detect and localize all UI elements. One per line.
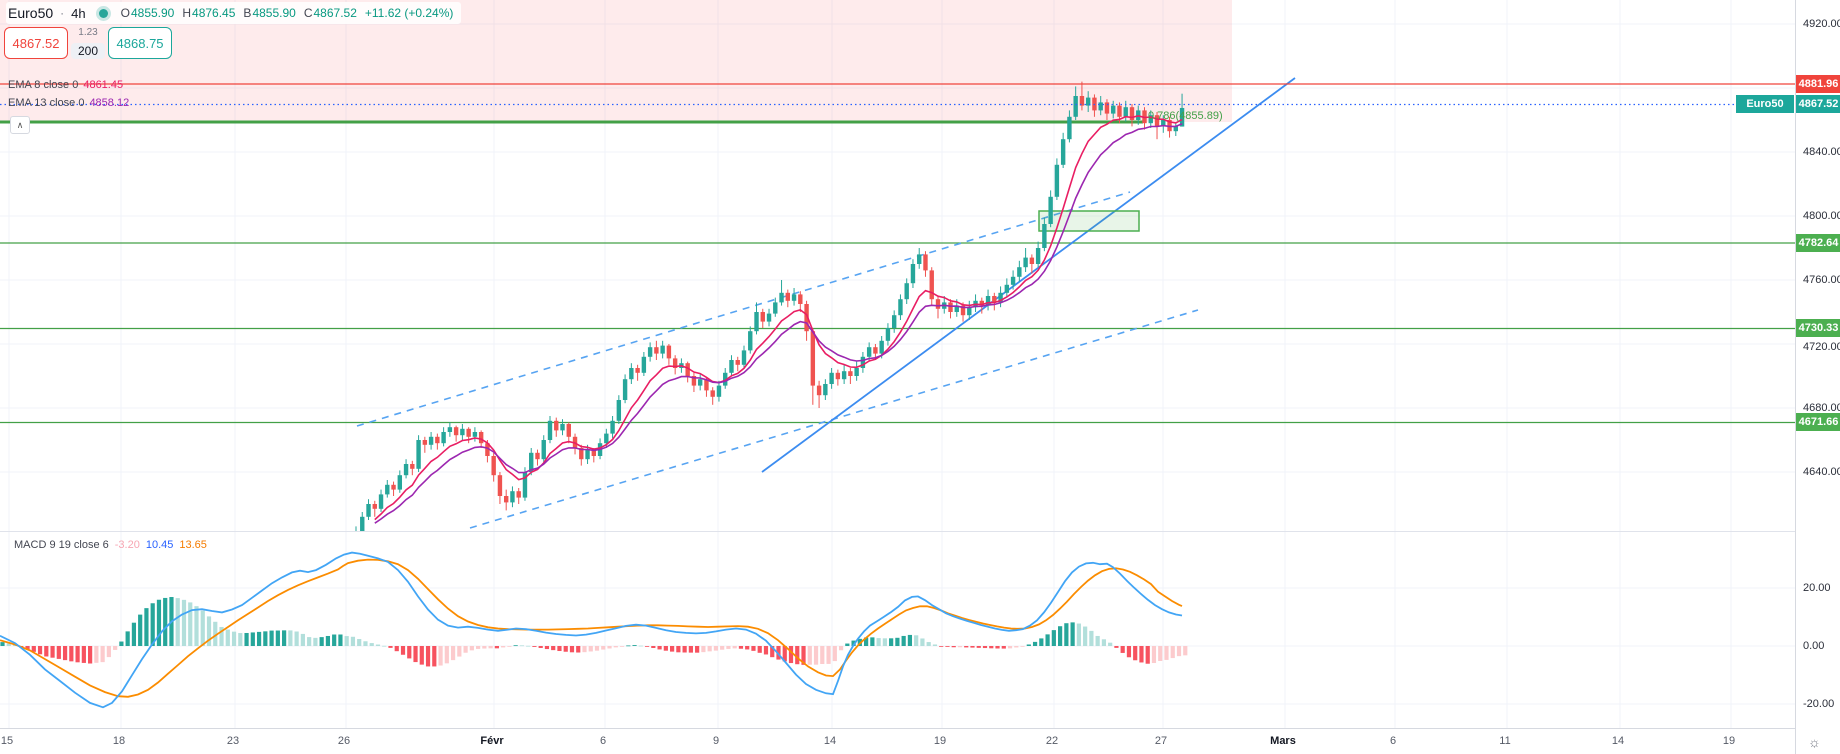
axis-tick-label: 4720.00 [1803,341,1840,353]
buy-button[interactable]: 4868.75 [108,27,173,59]
price-chip-label: 4730.33 [1796,319,1840,337]
axis-tick-label: 4920.00 [1803,18,1840,30]
price-chip-label: 4782.64 [1796,234,1840,252]
order-widget: 4867.52 1.23 200 4868.75 [4,27,173,59]
macd-grid [0,531,1795,728]
trendline-solid[interactable] [761,77,1296,473]
symbol-price-chip: Euro50 [1736,95,1794,113]
axis-tick-label: 20.00 [1803,582,1831,594]
axis-tick-label: -20.00 [1803,698,1835,710]
time-axis-label: 27 [1154,735,1168,747]
legend-separator: · [60,6,65,20]
collapse-legend-button[interactable]: ∧ [10,116,30,134]
ema8-line[interactable] [374,114,1183,521]
macd-line-value: 10.45 [145,539,174,551]
symbol-legend[interactable]: Euro50 · 4h O4855.90 H4876.45 B4855.90 C… [6,2,462,24]
change-value: +11.62 (+0.24%) [364,6,454,20]
high-value: 4876.45 [192,6,236,20]
entry-zone-box[interactable] [1038,210,1140,232]
price-grid [0,0,1795,531]
time-axis-label: Févr [480,735,504,747]
ema13-line[interactable] [374,123,1183,524]
candles-series[interactable] [354,81,1185,531]
time-axis-label: 19 [933,735,947,747]
time-axis-label: 18 [112,735,126,747]
pane-separator[interactable] [0,531,1795,532]
time-axis-label: 9 [712,735,720,747]
spread-value: 1.23 [78,27,98,38]
price-chip-label: 4671.66 [1796,413,1840,431]
market-status-icon[interactable] [98,8,108,18]
time-axis-label: 22 [1045,735,1059,747]
macd-histogram[interactable] [0,597,1188,667]
axis-tick-label: 4680.00 [1803,402,1840,414]
axis-tick-label: 4640.00 [1803,466,1840,478]
axis-tick-label: 4800.00 [1803,210,1840,222]
price-pane[interactable] [0,0,1795,531]
ema8-value: 4861.45 [83,79,124,91]
low-value: 4855.90 [252,6,296,20]
symbol-name[interactable]: Euro50 [8,5,54,21]
time-axis-label: 23 [226,735,240,747]
time-axis-label: 15 [0,735,14,747]
ema8-legend[interactable]: EMA 8 close 0 4861.45 [8,79,124,91]
axis-tick-label: 4760.00 [1803,274,1840,286]
macd-pane[interactable] [0,531,1795,728]
price-chip-label: 4881.96 [1796,75,1840,93]
macd-hist-value: -3.20 [114,539,140,551]
axis-tick-label: 0.00 [1803,640,1825,652]
time-axis-label: 6 [1389,735,1397,747]
ema13-legend[interactable]: EMA 13 close 0 4858.12 [8,97,130,109]
time-axis-label: 14 [1611,735,1625,747]
channel-upper-dashed[interactable] [356,191,1131,427]
ema13-value: 4858.12 [89,97,130,109]
axis-tick-label: 4840.00 [1803,146,1840,158]
time-axis-label: Mars [1270,735,1296,747]
macd-signal-value: 13.65 [179,539,207,551]
macd-legend[interactable]: MACD 9 19 close 6 -3.20 10.45 13.65 [14,539,207,551]
macd-main-line[interactable] [0,551,1183,709]
macd-signal-line[interactable] [0,558,1183,698]
spread-quantity: 1.23 200 [71,27,106,59]
timezone-settings-icon[interactable]: ☼ [1808,734,1821,750]
time-axis-label: 14 [823,735,837,747]
price-axis[interactable]: 4920.00 4840.00 4800.00 4760.00 4720.00 4680.… [1795,0,1840,754]
close-value: 4867.52 [313,6,357,20]
open-value: 4855.90 [130,6,175,20]
time-axis-label: 26 [337,735,351,747]
interval-label[interactable]: 4h [71,5,86,21]
fib-level-label: 0.786(4855.89) [1148,110,1223,122]
time-axis[interactable]: 15 18 23 26 Févr 6 9 14 19 22 27 Mars 6 11 14 19 [0,728,1795,754]
price-chip-label: 4867.52 [1796,95,1840,113]
time-axis-label: 11 [1499,735,1511,747]
ohlc-values: O4855.90 H4876.45 B4855.90 C4867.52 +11.… [120,6,454,20]
quantity-field[interactable]: 200 [71,43,106,59]
time-axis-label: 19 [1722,735,1736,747]
time-axis-label: 6 [599,735,607,747]
sell-button[interactable]: 4867.52 [4,27,68,59]
